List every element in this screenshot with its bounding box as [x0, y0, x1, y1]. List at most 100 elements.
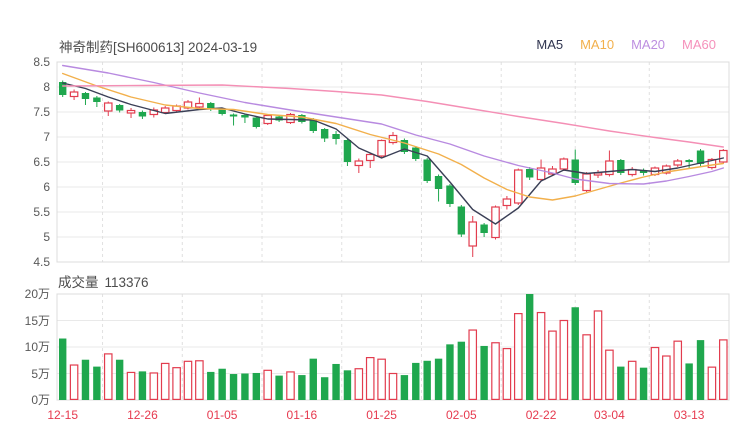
candle-down: [115, 105, 124, 111]
date-axis-tick: 02-05: [445, 408, 477, 422]
candle-down: [400, 140, 409, 152]
volume-bar-down: [639, 367, 648, 400]
volume-axis-tick: 10万: [24, 340, 50, 354]
volume-bar-up: [707, 366, 717, 401]
candle-up: [719, 149, 728, 163]
ma-legend: MA5 MA10 MA20 MA60: [536, 37, 716, 52]
candle-down: [412, 147, 420, 159]
volume-bar-down: [320, 377, 329, 400]
candle-up: [673, 160, 683, 166]
candle-up: [365, 153, 375, 162]
volume-bar-down: [229, 374, 238, 400]
price-axis-tick: 5.5: [33, 205, 50, 219]
candle-down: [343, 140, 352, 162]
volume-bar-down: [343, 370, 352, 400]
volume-bar-up: [160, 362, 170, 400]
date-axis-tick: 03-04: [594, 408, 625, 422]
price-axis-tick: 5: [43, 230, 50, 244]
candle-down: [229, 114, 238, 117]
volume-bar-down: [696, 340, 705, 400]
candle-down: [332, 134, 340, 139]
volume-axis-tick: 0万: [31, 393, 50, 407]
volume-bar-down: [685, 363, 693, 400]
candle-down: [696, 150, 705, 164]
volume-bar-up: [468, 329, 478, 401]
volume-axis-tick: 15万: [24, 313, 50, 328]
date-axis-tick: 02-22: [525, 408, 557, 422]
volume-bar-down: [617, 366, 625, 400]
volume-bar-up: [502, 347, 512, 400]
volume-bar-up: [354, 368, 364, 401]
candle-down: [93, 97, 101, 102]
volume-bar-up: [149, 372, 159, 401]
volume-bar-up: [513, 313, 523, 400]
candle-down: [525, 169, 534, 178]
volume-bar-down: [332, 363, 340, 400]
candle-down: [309, 119, 317, 131]
candle-down: [434, 176, 443, 189]
volume-bar-up: [377, 358, 386, 401]
volume-bar-up: [662, 355, 671, 401]
volume-bar-down: [423, 360, 431, 400]
date-axis-tick: 03-13: [673, 408, 705, 422]
volume-bar-down: [81, 359, 90, 400]
volume-bar-down: [58, 338, 67, 400]
candle-up: [160, 107, 170, 114]
volume-axis-tick: 20万: [24, 287, 50, 301]
price-axis-tick: 4.5: [33, 255, 50, 269]
volume-bar-up: [548, 330, 557, 401]
candle-up: [502, 198, 512, 207]
volume-bar-up: [286, 371, 295, 401]
volume-bar-up: [491, 342, 500, 401]
legend-item-ma20[interactable]: MA20: [631, 37, 666, 52]
candle-down: [457, 206, 466, 235]
volume-bar-up: [650, 346, 660, 400]
candle-down: [423, 159, 431, 181]
price-axis-tick: 8: [43, 80, 50, 94]
volume-bar-up: [365, 357, 375, 401]
candle-down: [218, 109, 226, 114]
volume-bar-up: [195, 360, 204, 400]
candle-down: [252, 117, 261, 127]
legend-item-ma5[interactable]: MA5: [536, 37, 564, 52]
volume-bar-down: [412, 362, 420, 400]
legend-item-ma10[interactable]: MA10: [580, 37, 615, 52]
candle-down: [275, 116, 283, 121]
candle-up: [582, 173, 591, 192]
date-axis-tick: 01-05: [206, 408, 238, 422]
volume-bar-down: [457, 341, 466, 400]
chart-title: 神奇制药[SH600613] 2024-03-19: [59, 40, 258, 55]
candle-up: [69, 91, 79, 98]
legend-item-ma60[interactable]: MA60: [682, 37, 716, 52]
price-panel-border: [56, 61, 730, 263]
volume-bar-down: [115, 359, 124, 400]
candle-down: [617, 160, 625, 173]
date-axis-tick: 12-15: [47, 408, 79, 422]
MA60-line: [62, 84, 724, 148]
candle-down: [241, 115, 249, 118]
volume-bar-up: [582, 334, 591, 400]
candle-down: [81, 93, 90, 99]
price-axis-tick: 7.5: [33, 105, 50, 119]
volume-bar-up: [183, 360, 193, 400]
volume-bar-up: [536, 311, 546, 400]
date-axis-tick: 01-16: [286, 408, 318, 422]
candle-down: [207, 103, 215, 109]
candle-up: [707, 158, 717, 169]
volume-bar-up: [559, 319, 569, 401]
volume-bar-down: [218, 368, 226, 400]
volume-bar-up: [126, 371, 136, 401]
price-axis-tick: 6: [43, 180, 50, 194]
volume-bar-down: [93, 366, 101, 400]
candle-down: [58, 82, 67, 95]
MA10-line: [62, 72, 724, 201]
volume-bar-down: [252, 372, 261, 400]
volume-bar-up: [593, 310, 603, 400]
volume-value: 113376: [104, 275, 149, 290]
candle-up: [513, 169, 523, 204]
MA20-line: [62, 64, 724, 185]
date-axis-tick: 12-26: [127, 408, 158, 422]
candle-down: [639, 170, 648, 173]
candle-up: [536, 167, 546, 181]
